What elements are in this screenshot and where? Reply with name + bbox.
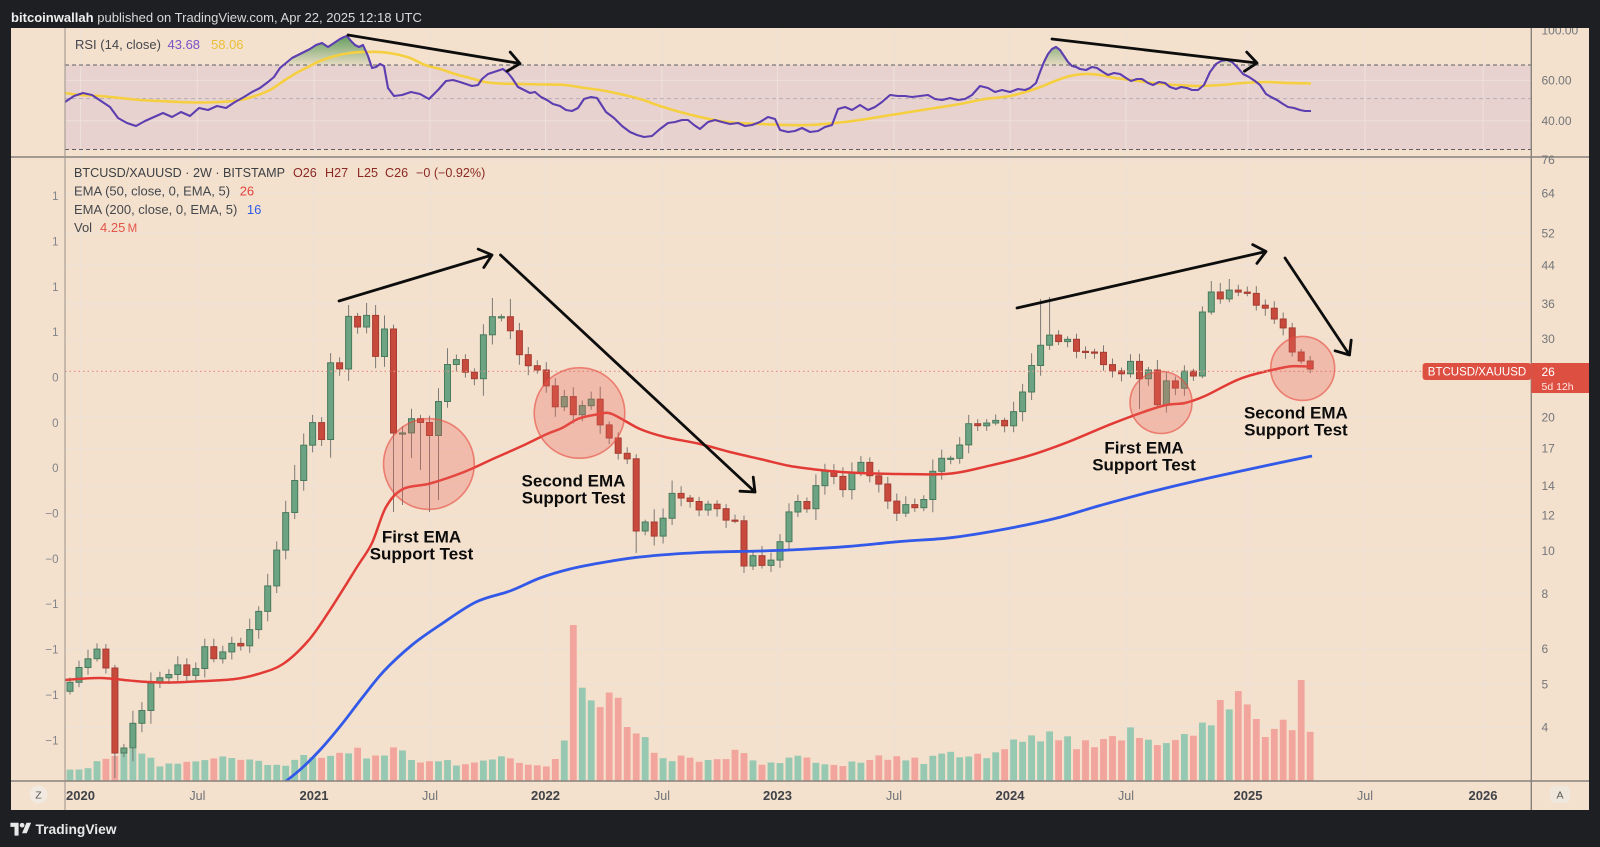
- svg-text:EMA (200, close, 0, EMA, 5)16: EMA (200, close, 0, EMA, 5) 16: [74, 202, 261, 217]
- svg-text:Second EMA: Second EMA: [522, 472, 626, 491]
- svg-text:2024: 2024: [996, 788, 1026, 803]
- svg-text:5d 12h: 5d 12h: [1542, 381, 1574, 393]
- svg-text:First EMA: First EMA: [1104, 439, 1183, 458]
- svg-text:Jul: Jul: [886, 789, 902, 803]
- svg-text:1: 1: [52, 191, 58, 203]
- svg-text:2023: 2023: [763, 788, 792, 803]
- svg-text:10: 10: [1542, 544, 1556, 558]
- svg-text:2020: 2020: [66, 788, 95, 803]
- svg-text:Jul: Jul: [422, 789, 438, 803]
- svg-text:14: 14: [1542, 479, 1556, 493]
- svg-text:Support Test: Support Test: [370, 545, 474, 564]
- svg-text:Support Test: Support Test: [522, 489, 626, 508]
- svg-text:First EMA: First EMA: [382, 528, 461, 547]
- svg-text:30: 30: [1542, 332, 1556, 346]
- svg-text:64: 64: [1542, 186, 1556, 200]
- svg-text:Z: Z: [35, 790, 42, 802]
- svg-text:−1: −1: [45, 599, 58, 611]
- svg-text:−0: −0: [45, 554, 58, 566]
- svg-text:2021: 2021: [300, 788, 329, 803]
- svg-text:52: 52: [1542, 226, 1556, 240]
- svg-text:60.00: 60.00: [1542, 73, 1572, 87]
- svg-text:0: 0: [52, 418, 58, 430]
- svg-text:43.68: 43.68: [168, 37, 201, 52]
- svg-text:EMA (50, close, 0, EMA, 5)26: EMA (50, close, 0, EMA, 5) 26: [74, 184, 254, 199]
- svg-text:Second EMA: Second EMA: [1244, 404, 1348, 423]
- svg-text:Jul: Jul: [1357, 789, 1373, 803]
- svg-text:5: 5: [1542, 677, 1549, 691]
- svg-text:RSI (14, close): RSI (14, close): [75, 37, 161, 52]
- svg-text:76: 76: [1542, 153, 1556, 167]
- svg-text:Support Test: Support Test: [1092, 456, 1196, 475]
- svg-text:0: 0: [52, 373, 58, 385]
- svg-text:6: 6: [1542, 642, 1549, 656]
- svg-text:26: 26: [1542, 365, 1556, 379]
- svg-text:2025: 2025: [1234, 788, 1263, 803]
- svg-text:Jul: Jul: [1118, 789, 1134, 803]
- svg-text:Support Test: Support Test: [1244, 421, 1348, 440]
- svg-text:A: A: [1556, 790, 1563, 802]
- svg-text:20: 20: [1542, 410, 1556, 424]
- svg-text:Jul: Jul: [189, 789, 205, 803]
- svg-text:4: 4: [1542, 720, 1549, 734]
- svg-text:2026: 2026: [1469, 788, 1498, 803]
- svg-text:Jul: Jul: [654, 789, 670, 803]
- svg-text:1: 1: [52, 237, 58, 249]
- svg-text:BTCUSD/XAUUSD: BTCUSD/XAUUSD: [1428, 367, 1526, 379]
- svg-text:1: 1: [52, 282, 58, 294]
- svg-text:1: 1: [52, 327, 58, 339]
- svg-text:−1: −1: [45, 736, 58, 748]
- svg-text:−1: −1: [45, 690, 58, 702]
- svg-text:40.00: 40.00: [1542, 114, 1572, 128]
- svg-text:bitcoinwallah published on Tra: bitcoinwallah published on TradingView.c…: [11, 10, 422, 25]
- svg-text:58.06: 58.06: [211, 37, 244, 52]
- svg-text:−1: −1: [45, 645, 58, 657]
- svg-text:36: 36: [1542, 297, 1556, 311]
- svg-text:8: 8: [1542, 587, 1549, 601]
- svg-text:TradingView: TradingView: [36, 822, 117, 837]
- svg-text:−0: −0: [45, 509, 58, 521]
- svg-text:44: 44: [1542, 259, 1556, 273]
- svg-text:2022: 2022: [531, 788, 560, 803]
- svg-text:17: 17: [1542, 442, 1556, 456]
- svg-text:12: 12: [1542, 509, 1556, 523]
- svg-text:0: 0: [52, 463, 58, 475]
